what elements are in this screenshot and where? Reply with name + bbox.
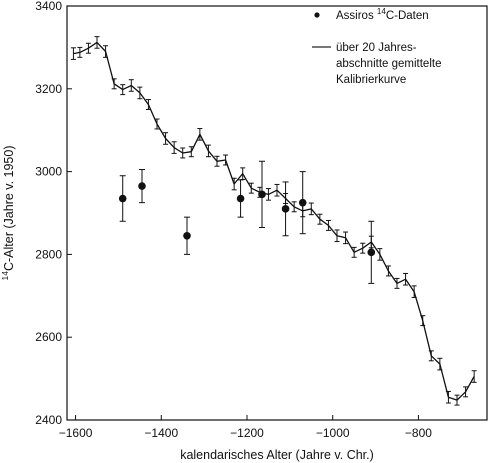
y-tick-label: 3400: [35, 0, 62, 13]
plot-frame: [66, 5, 488, 421]
calibration-curve-errorbar: [248, 182, 254, 194]
assiros-data-point: [298, 171, 307, 235]
calibration-curve-errorbar: [463, 386, 469, 398]
x-tick-label: −800: [405, 426, 432, 440]
y-axis-tick-labels: 2400 2600 2800 3000 3200 3400: [35, 0, 62, 427]
calibration-curve-errorbar: [351, 246, 357, 258]
x-tick-label: −1600: [59, 426, 93, 440]
calibration-curve-errorbar: [223, 154, 229, 166]
calibration-curve-errorbar: [411, 285, 417, 298]
y-tick-label: 2400: [35, 413, 62, 427]
assiros-data-series: [118, 160, 376, 284]
y-tick-label: 2600: [35, 330, 62, 344]
calibration-curve-errorbar: [85, 42, 91, 54]
calibration-curve-errorbar: [394, 277, 400, 289]
calibration-curve-errorbar: [471, 370, 477, 383]
calibration-curve-errorbar: [111, 78, 117, 90]
x-tick-label: −1400: [144, 426, 178, 440]
calibration-curve-errorbar: [325, 219, 331, 231]
calibration-curve-errorbar: [163, 132, 169, 145]
x-axis-tick-labels: −1600−1400−1200−1000−800−600: [59, 426, 433, 440]
assiros-data-point: [118, 175, 127, 222]
calibration-curve-errorbar: [403, 272, 409, 286]
calibration-curve-errorbar: [231, 177, 237, 191]
calibration-curve-errorbar: [343, 231, 349, 245]
calibration-curve-errorbar: [420, 315, 426, 327]
calibration-curve-errorbar: [428, 350, 434, 362]
calibration-curve-errorbar: [308, 202, 314, 216]
point-marker: [281, 205, 290, 213]
calibration-curve-errorbar: [454, 394, 460, 406]
y-tick-label: 3000: [35, 165, 62, 179]
point-marker: [183, 231, 191, 240]
y-tick-label: 2800: [35, 247, 62, 261]
assiros-data-point: [258, 160, 266, 228]
calibration-curve-errorbar: [145, 99, 151, 110]
y-axis-ticks: [67, 5, 72, 421]
point-marker: [367, 248, 376, 257]
assiros-data-point: [236, 179, 245, 218]
legend: Assiros 14C-Daten über 20 Jahres- abschn…: [312, 7, 445, 86]
y-axis-title: 14C-Alter (Jahre v. 1950): [0, 146, 16, 281]
calibration-curve-errorbar: [205, 144, 211, 158]
calibration-curve-errorbar: [188, 146, 194, 158]
calibration-curve-errorbar: [317, 213, 323, 225]
assiros-data-point: [281, 181, 290, 237]
legend-assiros-marker: [314, 12, 320, 18]
x-axis-ticks: [75, 415, 419, 420]
calibration-curve-line: [73, 41, 475, 401]
calibration-curve-errorbar: [291, 201, 297, 213]
calibration-curve-errorbar: [103, 45, 109, 58]
calibration-curve-errorbar: [385, 265, 391, 277]
calibration-curve-errorbar: [445, 390, 451, 404]
assiros-data-point: [367, 220, 376, 284]
legend-curve-label: über 20 Jahres- abschnitte gemittelte Ka…: [336, 42, 445, 86]
calibration-curve-errorbar: [265, 188, 271, 201]
calibration-curve-errorbar: [137, 86, 143, 100]
point-marker: [236, 194, 245, 203]
calibration-curve-errorbar: [94, 36, 100, 49]
calibration-curve-errorbar: [214, 155, 220, 167]
calibration-curve-errorbar: [334, 229, 340, 243]
point-marker: [138, 182, 146, 190]
calibration-curve-errorbar: [377, 248, 383, 261]
point-marker: [258, 190, 266, 199]
assiros-data-point: [183, 216, 191, 255]
y-tick-label: 3200: [35, 82, 62, 96]
point-marker: [298, 198, 307, 207]
legend-assiros-label: Assiros 14C-Daten: [336, 7, 429, 22]
x-axis-title: kalendarisches Alter (Jahre v. Chr.): [180, 448, 374, 462]
calibration-curve-errorbar: [437, 357, 443, 371]
point-marker: [118, 194, 127, 203]
calibration-curve-errorbar: [171, 141, 177, 154]
calibration-curve-errorbar: [77, 46, 83, 58]
calibration-curve-errorbar: [120, 84, 126, 96]
calibration-curve-errorbar: [360, 242, 366, 254]
x-tick-label: −1200: [230, 426, 264, 440]
calibration-curve-errorbar: [180, 147, 186, 159]
calibration-curve-errorbar: [70, 47, 76, 60]
assiros-data-point: [138, 169, 146, 204]
calibration-curve-errorbar: [274, 183, 280, 197]
calibration-curve-errorbar: [154, 118, 160, 130]
x-tick-label: −1000: [316, 426, 350, 440]
calibration-curve-errorbar: [197, 128, 203, 141]
calibration-curve-errorbar: [128, 79, 134, 92]
calibration-curve-series: [70, 36, 477, 406]
